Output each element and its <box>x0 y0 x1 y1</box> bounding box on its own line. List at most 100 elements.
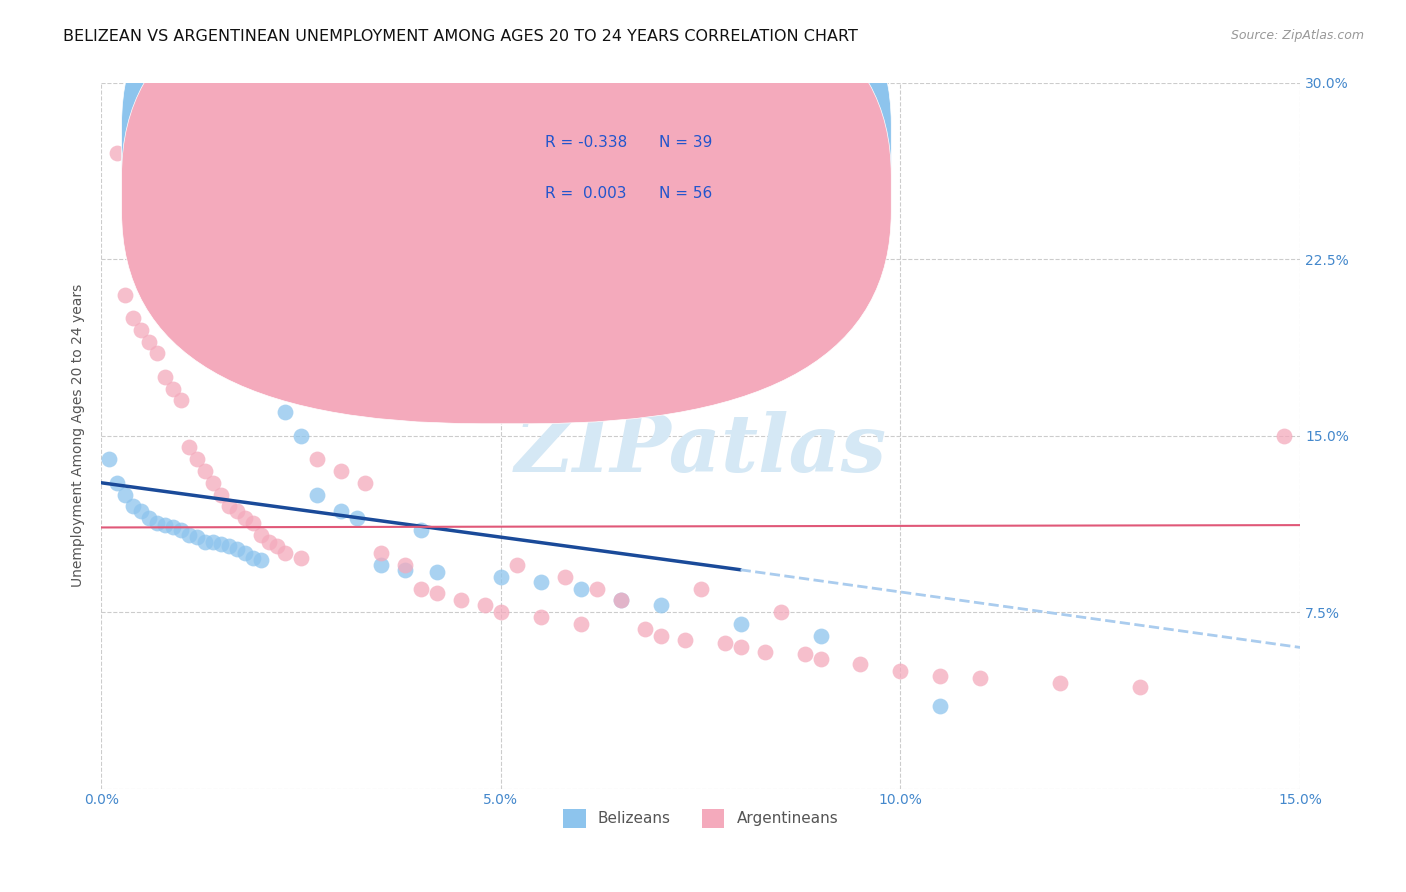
FancyBboxPatch shape <box>456 97 772 235</box>
Point <box>305 487 328 501</box>
Point <box>554 570 576 584</box>
Point <box>162 520 184 534</box>
Point <box>394 563 416 577</box>
Point <box>153 518 176 533</box>
Point <box>489 605 512 619</box>
Point <box>730 640 752 655</box>
Y-axis label: Unemployment Among Ages 20 to 24 years: Unemployment Among Ages 20 to 24 years <box>72 285 86 587</box>
Point <box>129 323 152 337</box>
Point <box>226 541 249 556</box>
Point <box>713 636 735 650</box>
Point <box>849 657 872 671</box>
Point <box>153 370 176 384</box>
Point <box>609 593 631 607</box>
Point <box>122 500 145 514</box>
Point <box>305 452 328 467</box>
Point <box>186 452 208 467</box>
Point <box>730 616 752 631</box>
Point <box>194 464 217 478</box>
Point <box>170 393 193 408</box>
Point <box>105 146 128 161</box>
Point <box>218 539 240 553</box>
Point <box>1049 675 1071 690</box>
Legend: Belizeans, Argentineans: Belizeans, Argentineans <box>557 803 845 834</box>
Point <box>969 671 991 685</box>
Point <box>233 511 256 525</box>
Point <box>194 534 217 549</box>
Point <box>330 504 353 518</box>
Text: Source: ZipAtlas.com: Source: ZipAtlas.com <box>1230 29 1364 42</box>
Point <box>346 511 368 525</box>
Point <box>186 530 208 544</box>
Text: BELIZEAN VS ARGENTINEAN UNEMPLOYMENT AMONG AGES 20 TO 24 YEARS CORRELATION CHART: BELIZEAN VS ARGENTINEAN UNEMPLOYMENT AMO… <box>63 29 858 44</box>
Point <box>609 593 631 607</box>
Point <box>450 593 472 607</box>
Point <box>474 598 496 612</box>
Point <box>793 648 815 662</box>
Point <box>370 546 392 560</box>
Point <box>250 553 273 567</box>
Point <box>569 582 592 596</box>
Point <box>290 428 312 442</box>
Point <box>673 633 696 648</box>
Point <box>290 551 312 566</box>
Point <box>409 582 432 596</box>
Point <box>489 570 512 584</box>
Point <box>530 574 553 589</box>
Text: R = -0.338: R = -0.338 <box>544 135 627 150</box>
Point <box>585 582 607 596</box>
Point <box>209 537 232 551</box>
Text: ZIPatlas: ZIPatlas <box>515 411 887 489</box>
Point <box>122 311 145 326</box>
Text: N = 39: N = 39 <box>658 135 711 150</box>
Point <box>274 546 297 560</box>
Point <box>370 558 392 573</box>
Point <box>426 586 449 600</box>
Text: R =  0.003: R = 0.003 <box>544 186 626 202</box>
Point <box>146 346 169 360</box>
Point <box>506 558 529 573</box>
Point <box>650 598 672 612</box>
Point <box>689 582 711 596</box>
Point <box>179 527 201 541</box>
Point <box>138 334 160 349</box>
Point <box>233 546 256 560</box>
Point <box>810 652 832 666</box>
Point <box>218 500 240 514</box>
Point <box>330 464 353 478</box>
Point <box>202 475 225 490</box>
Point <box>242 551 264 566</box>
Point <box>889 664 911 678</box>
Point <box>114 287 136 301</box>
Point <box>129 504 152 518</box>
Point <box>634 622 657 636</box>
Point <box>1272 428 1295 442</box>
Point <box>105 475 128 490</box>
Point <box>266 382 288 396</box>
Point <box>114 487 136 501</box>
Point <box>226 504 249 518</box>
Point <box>250 527 273 541</box>
Point <box>1129 681 1152 695</box>
Point <box>274 405 297 419</box>
Point <box>98 452 121 467</box>
FancyBboxPatch shape <box>121 0 891 424</box>
Point <box>650 629 672 643</box>
Text: N = 56: N = 56 <box>658 186 711 202</box>
Point <box>202 534 225 549</box>
Point <box>138 511 160 525</box>
Point <box>530 610 553 624</box>
Point <box>257 534 280 549</box>
Point <box>569 616 592 631</box>
Point <box>929 699 952 714</box>
Point <box>146 516 169 530</box>
Point <box>354 475 377 490</box>
FancyBboxPatch shape <box>121 0 891 372</box>
Point <box>929 668 952 682</box>
Point <box>409 523 432 537</box>
Point <box>162 382 184 396</box>
Point <box>209 487 232 501</box>
Point <box>769 605 792 619</box>
Point <box>394 558 416 573</box>
Point <box>257 370 280 384</box>
